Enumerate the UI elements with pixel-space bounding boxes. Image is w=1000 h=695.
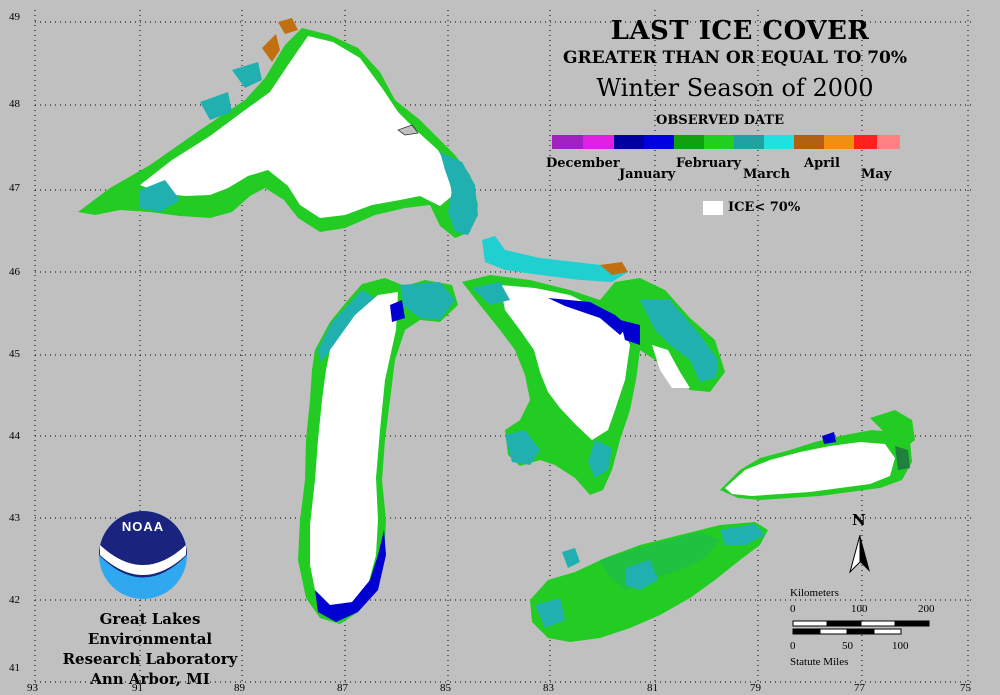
scale-bar bbox=[792, 620, 930, 635]
legend-color-bar bbox=[552, 135, 900, 149]
north-channel bbox=[482, 236, 628, 282]
lake-superior bbox=[78, 18, 478, 238]
map-subtitle: GREATER THAN OR EQUAL TO 70% bbox=[562, 48, 908, 68]
lon-label: 75 bbox=[960, 682, 971, 694]
lon-label: 91 bbox=[132, 682, 143, 694]
scale-mi-tick: 50 bbox=[842, 640, 853, 652]
legend-month-may: May bbox=[861, 167, 892, 182]
season-label: Winter Season of 2000 bbox=[596, 74, 874, 102]
org-line-1: Great Lakes Environmental bbox=[87, 610, 213, 648]
org-info: Great Lakes Environmental Research Labor… bbox=[35, 609, 265, 689]
lat-label: 43 bbox=[9, 512, 20, 524]
legend-month-february: February bbox=[676, 156, 742, 171]
legend-heading: OBSERVED DATE bbox=[656, 113, 784, 128]
lake-erie bbox=[530, 522, 768, 642]
scale-km-tick: 0 bbox=[790, 603, 796, 615]
ice-lt-70-label: ICE< 70% bbox=[728, 200, 801, 215]
lat-label: 42 bbox=[9, 594, 20, 606]
lat-label: 41 bbox=[9, 662, 20, 674]
map-title: LAST ICE COVER bbox=[610, 16, 870, 46]
org-line-3: Ann Arbor, MI bbox=[90, 670, 210, 688]
org-line-2: Research Laboratory bbox=[62, 650, 238, 668]
lake-huron bbox=[462, 275, 725, 495]
lon-label: 89 bbox=[234, 682, 245, 694]
lat-label: 44 bbox=[9, 430, 20, 442]
legend-month-march: March bbox=[743, 167, 791, 182]
legend-month-december: December bbox=[546, 156, 620, 171]
scale-mi-tick: 0 bbox=[790, 640, 796, 652]
noaa-logo-text: NOAA bbox=[121, 519, 165, 534]
lake-michigan bbox=[298, 278, 458, 624]
lon-label: 87 bbox=[337, 682, 348, 694]
lake-ontario bbox=[720, 410, 915, 500]
lon-label: 93 bbox=[27, 682, 38, 694]
noaa-logo bbox=[99, 511, 187, 599]
scale-mi-title: Statute Miles bbox=[790, 656, 849, 668]
lon-label: 83 bbox=[543, 682, 554, 694]
lat-label: 46 bbox=[9, 266, 20, 278]
legend-month-april: April bbox=[804, 156, 840, 171]
lon-label: 85 bbox=[440, 682, 451, 694]
north-arrow bbox=[849, 534, 870, 574]
lon-label: 79 bbox=[750, 682, 761, 694]
ice-lt-70-swatch bbox=[703, 201, 723, 215]
scale-km-tick: 200 bbox=[918, 603, 935, 615]
legend-month-january: January bbox=[619, 167, 676, 182]
lat-label: 49 bbox=[9, 11, 20, 23]
scale-km-title: Kilometers bbox=[790, 587, 839, 599]
scale-mi-tick: 100 bbox=[892, 640, 909, 652]
lat-label: 47 bbox=[9, 182, 20, 194]
lon-label: 77 bbox=[854, 682, 865, 694]
lon-label: 81 bbox=[647, 682, 658, 694]
lake-st-clair bbox=[562, 548, 580, 568]
scale-km-tick: 100 bbox=[851, 603, 868, 615]
lat-label: 45 bbox=[9, 348, 20, 360]
north-label: N bbox=[852, 511, 866, 529]
lat-label: 48 bbox=[9, 98, 20, 110]
